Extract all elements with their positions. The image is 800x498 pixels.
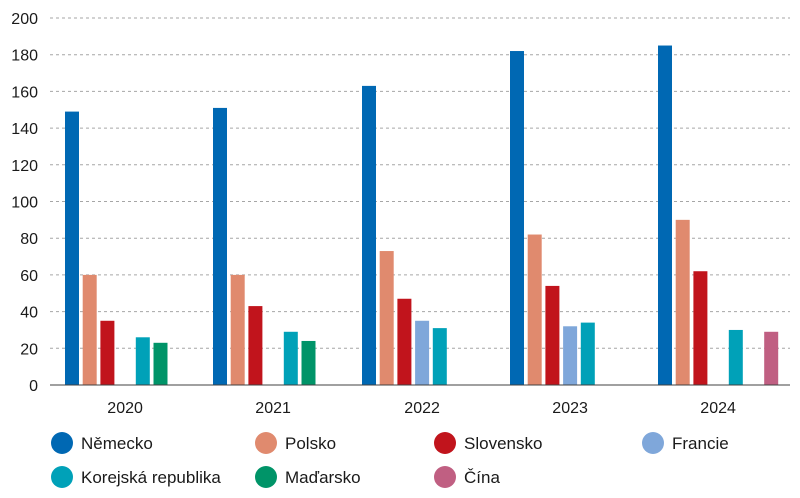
legend-swatch — [51, 466, 73, 488]
y-tick-label: 40 — [20, 305, 38, 322]
y-tick-label: 20 — [20, 341, 38, 358]
y-tick-label: 200 — [11, 11, 38, 28]
bar-2021-2 — [248, 306, 263, 385]
legend-label: Polsko — [285, 434, 336, 453]
legend-label: Korejská republika — [81, 468, 221, 487]
legend: Německo Polsko Slovensko Francie Korejská re… — [51, 432, 729, 488]
bar-2020-1 — [82, 274, 97, 385]
bar-2021-0 — [213, 107, 227, 385]
bar-2021-1 — [230, 274, 245, 385]
legend-swatch — [255, 466, 277, 488]
bar-2022-2 — [397, 298, 412, 385]
bar-2022-3 — [415, 320, 430, 385]
bar-2020-5 — [153, 342, 168, 385]
bar-2024-1 — [675, 219, 690, 385]
legend-label: Německo — [81, 434, 153, 453]
bar-2021-4 — [283, 331, 298, 385]
bar-2020-0 — [65, 111, 79, 386]
legend-swatch — [434, 432, 456, 454]
x-tick-label: 2023 — [552, 400, 588, 417]
y-tick-label: 0 — [29, 378, 38, 395]
x-axis-labels: 2020 2021 2022 2023 2024 — [107, 400, 736, 417]
y-tick-label: 60 — [20, 268, 38, 285]
y-tick-label: 100 — [11, 195, 38, 212]
bar-2022-1 — [379, 251, 394, 385]
bar-2023-2 — [545, 285, 560, 385]
bar-2024-2 — [693, 271, 708, 385]
bar-2023-3 — [563, 326, 578, 385]
legend-label: Čína — [464, 468, 500, 487]
bar-2024-4 — [728, 329, 743, 385]
x-tick-label: 2022 — [404, 400, 440, 417]
bar-2022-4 — [432, 328, 447, 385]
y-tick-label: 180 — [11, 48, 38, 65]
y-tick-label: 140 — [11, 121, 38, 138]
bar-2023-1 — [527, 234, 542, 385]
legend-label: Francie — [672, 434, 729, 453]
x-tick-label: 2020 — [107, 400, 143, 417]
bar-2023-0 — [510, 51, 524, 385]
bar-2023-4 — [580, 322, 595, 385]
bar-2021-5 — [301, 340, 316, 385]
y-axis-ticks: 0 20 40 60 80 100 120 140 160 180 200 — [11, 11, 38, 395]
y-tick-label: 160 — [11, 84, 38, 101]
bar-2022-0 — [362, 85, 376, 386]
bar-2024-0 — [658, 45, 672, 386]
bar-2024-6 — [764, 331, 779, 385]
x-tick-label: 2021 — [255, 400, 291, 417]
bars — [65, 45, 779, 386]
legend-swatch — [434, 466, 456, 488]
legend-swatch — [255, 432, 277, 454]
legend-label: Slovensko — [464, 434, 542, 453]
legend-swatch — [642, 432, 664, 454]
legend-label: Maďarsko — [285, 468, 361, 487]
bar-2020-4 — [135, 337, 150, 385]
y-tick-label: 120 — [11, 158, 38, 175]
bar-2020-2 — [100, 320, 115, 385]
x-tick-label: 2024 — [700, 400, 736, 417]
y-tick-label: 80 — [20, 231, 38, 248]
legend-swatch — [51, 432, 73, 454]
